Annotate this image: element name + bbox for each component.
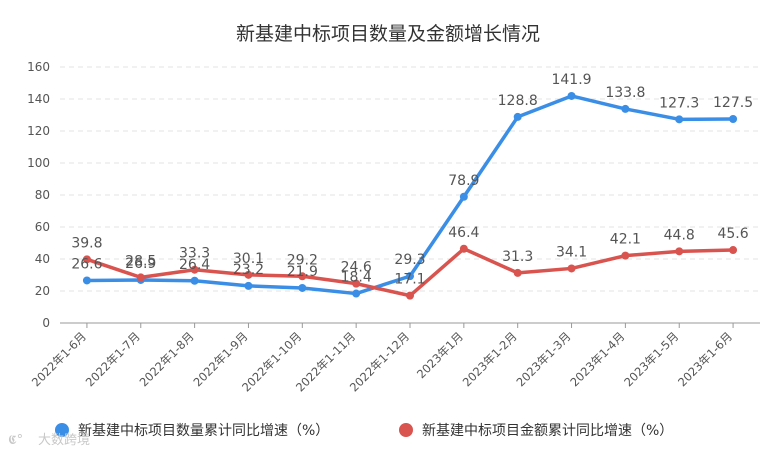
data-point: [567, 264, 576, 273]
data-label: 78.9: [448, 173, 479, 189]
data-label: 31.3: [502, 249, 533, 265]
data-point: [567, 91, 576, 100]
watermark: 𝕮° 大数跨境: [8, 433, 90, 448]
data-label: 33.3: [179, 246, 210, 262]
data-label: 127.5: [713, 95, 753, 111]
data-point: [244, 281, 253, 290]
data-label: 45.6: [717, 226, 748, 242]
data-point: [459, 244, 468, 253]
data-point: [621, 251, 630, 260]
data-label: 128.8: [498, 93, 538, 109]
chart-title: 新基建中标项目数量及金额增长情况: [236, 23, 540, 45]
data-point: [729, 115, 738, 123]
data-label: 26.9: [125, 256, 156, 272]
data-point: [298, 272, 307, 281]
data-label: 29.2: [287, 252, 318, 268]
data-point: [621, 104, 630, 113]
y-tick-label: 160: [27, 60, 50, 74]
y-tick-label: 140: [27, 92, 50, 106]
data-label: 26.6: [71, 256, 102, 272]
x-tick-label: 2023年1-4月: [567, 329, 627, 389]
data-label: 127.3: [659, 95, 699, 111]
data-label: 28.5: [125, 253, 156, 269]
data-point: [406, 272, 414, 281]
data-label: 23.2: [233, 262, 264, 278]
legend-marker-count: [55, 423, 69, 437]
data-label: 42.1: [610, 232, 641, 248]
legend-label-amount: 新基建中标项目金额累计同比增速（%）: [422, 422, 673, 439]
y-tick-label: 0: [42, 316, 50, 330]
data-point: [406, 291, 414, 300]
x-tick-label: 2022年1-6月: [29, 329, 89, 389]
data-label: 24.6: [341, 260, 372, 276]
x-tick-label: 2023年1-6月: [675, 329, 735, 389]
data-point: [136, 273, 145, 282]
data-point: [513, 112, 522, 121]
data-label: 17.1: [394, 272, 425, 288]
data-point: [82, 276, 91, 285]
data-label: 34.1: [556, 244, 587, 260]
x-tick-label: 2023年1月: [414, 329, 466, 381]
y-tick-label: 40: [35, 252, 50, 266]
data-point: [190, 265, 199, 274]
x-tick-label: 2022年1-9月: [190, 329, 250, 389]
data-label: 141.9: [551, 72, 591, 88]
series-layer: [82, 91, 738, 300]
y-tick-label: 120: [27, 124, 50, 138]
data-point: [729, 246, 738, 255]
legend: 新基建中标项目数量累计同比增速（%） 新基建中标项目金额累计同比增速（%）: [55, 422, 673, 439]
data-point: [190, 276, 199, 285]
data-label: 30.1: [233, 251, 264, 267]
data-point: [513, 268, 522, 277]
data-point: [675, 247, 684, 256]
data-label: 39.8: [71, 235, 102, 251]
x-tick-label: 2022年1-8月: [137, 329, 197, 389]
data-point: [352, 279, 361, 288]
data-label: 44.8: [664, 227, 695, 243]
y-tick-label: 60: [35, 220, 50, 234]
data-point: [352, 289, 361, 298]
watermark-text: 大数跨境: [38, 433, 90, 448]
data-label: 46.4: [448, 225, 479, 241]
x-tick-label: 2023年1-2月: [460, 329, 520, 389]
watermark-icon: 𝕮°: [8, 433, 23, 448]
data-point: [244, 270, 253, 279]
data-label: 18.4: [341, 270, 372, 286]
x-tick-label: 2022年1-7月: [83, 329, 143, 389]
y-tick-label: 20: [35, 284, 50, 298]
y-tick-label: 100: [27, 156, 50, 170]
y-tick-label: 80: [35, 188, 50, 202]
data-point: [82, 255, 91, 264]
x-tick-label: 2023年1-3月: [514, 329, 574, 389]
data-labels: 26.6 26.9 26.4 23.2 21.9 18.4 29.3 78.9 128.8 141…: [71, 72, 753, 288]
data-point: [459, 192, 468, 201]
data-point: [675, 115, 684, 124]
data-label: 29.3: [394, 252, 425, 268]
x-tick-label: 2023年1-5月: [621, 329, 681, 389]
data-label: 21.9: [287, 264, 318, 280]
legend-marker-amount: [399, 423, 413, 437]
legend-label-count: 新基建中标项目数量累计同比增速（%）: [78, 422, 329, 439]
data-label: 26.4: [179, 257, 210, 273]
data-point: [298, 283, 307, 292]
data-label: 133.8: [605, 85, 645, 101]
